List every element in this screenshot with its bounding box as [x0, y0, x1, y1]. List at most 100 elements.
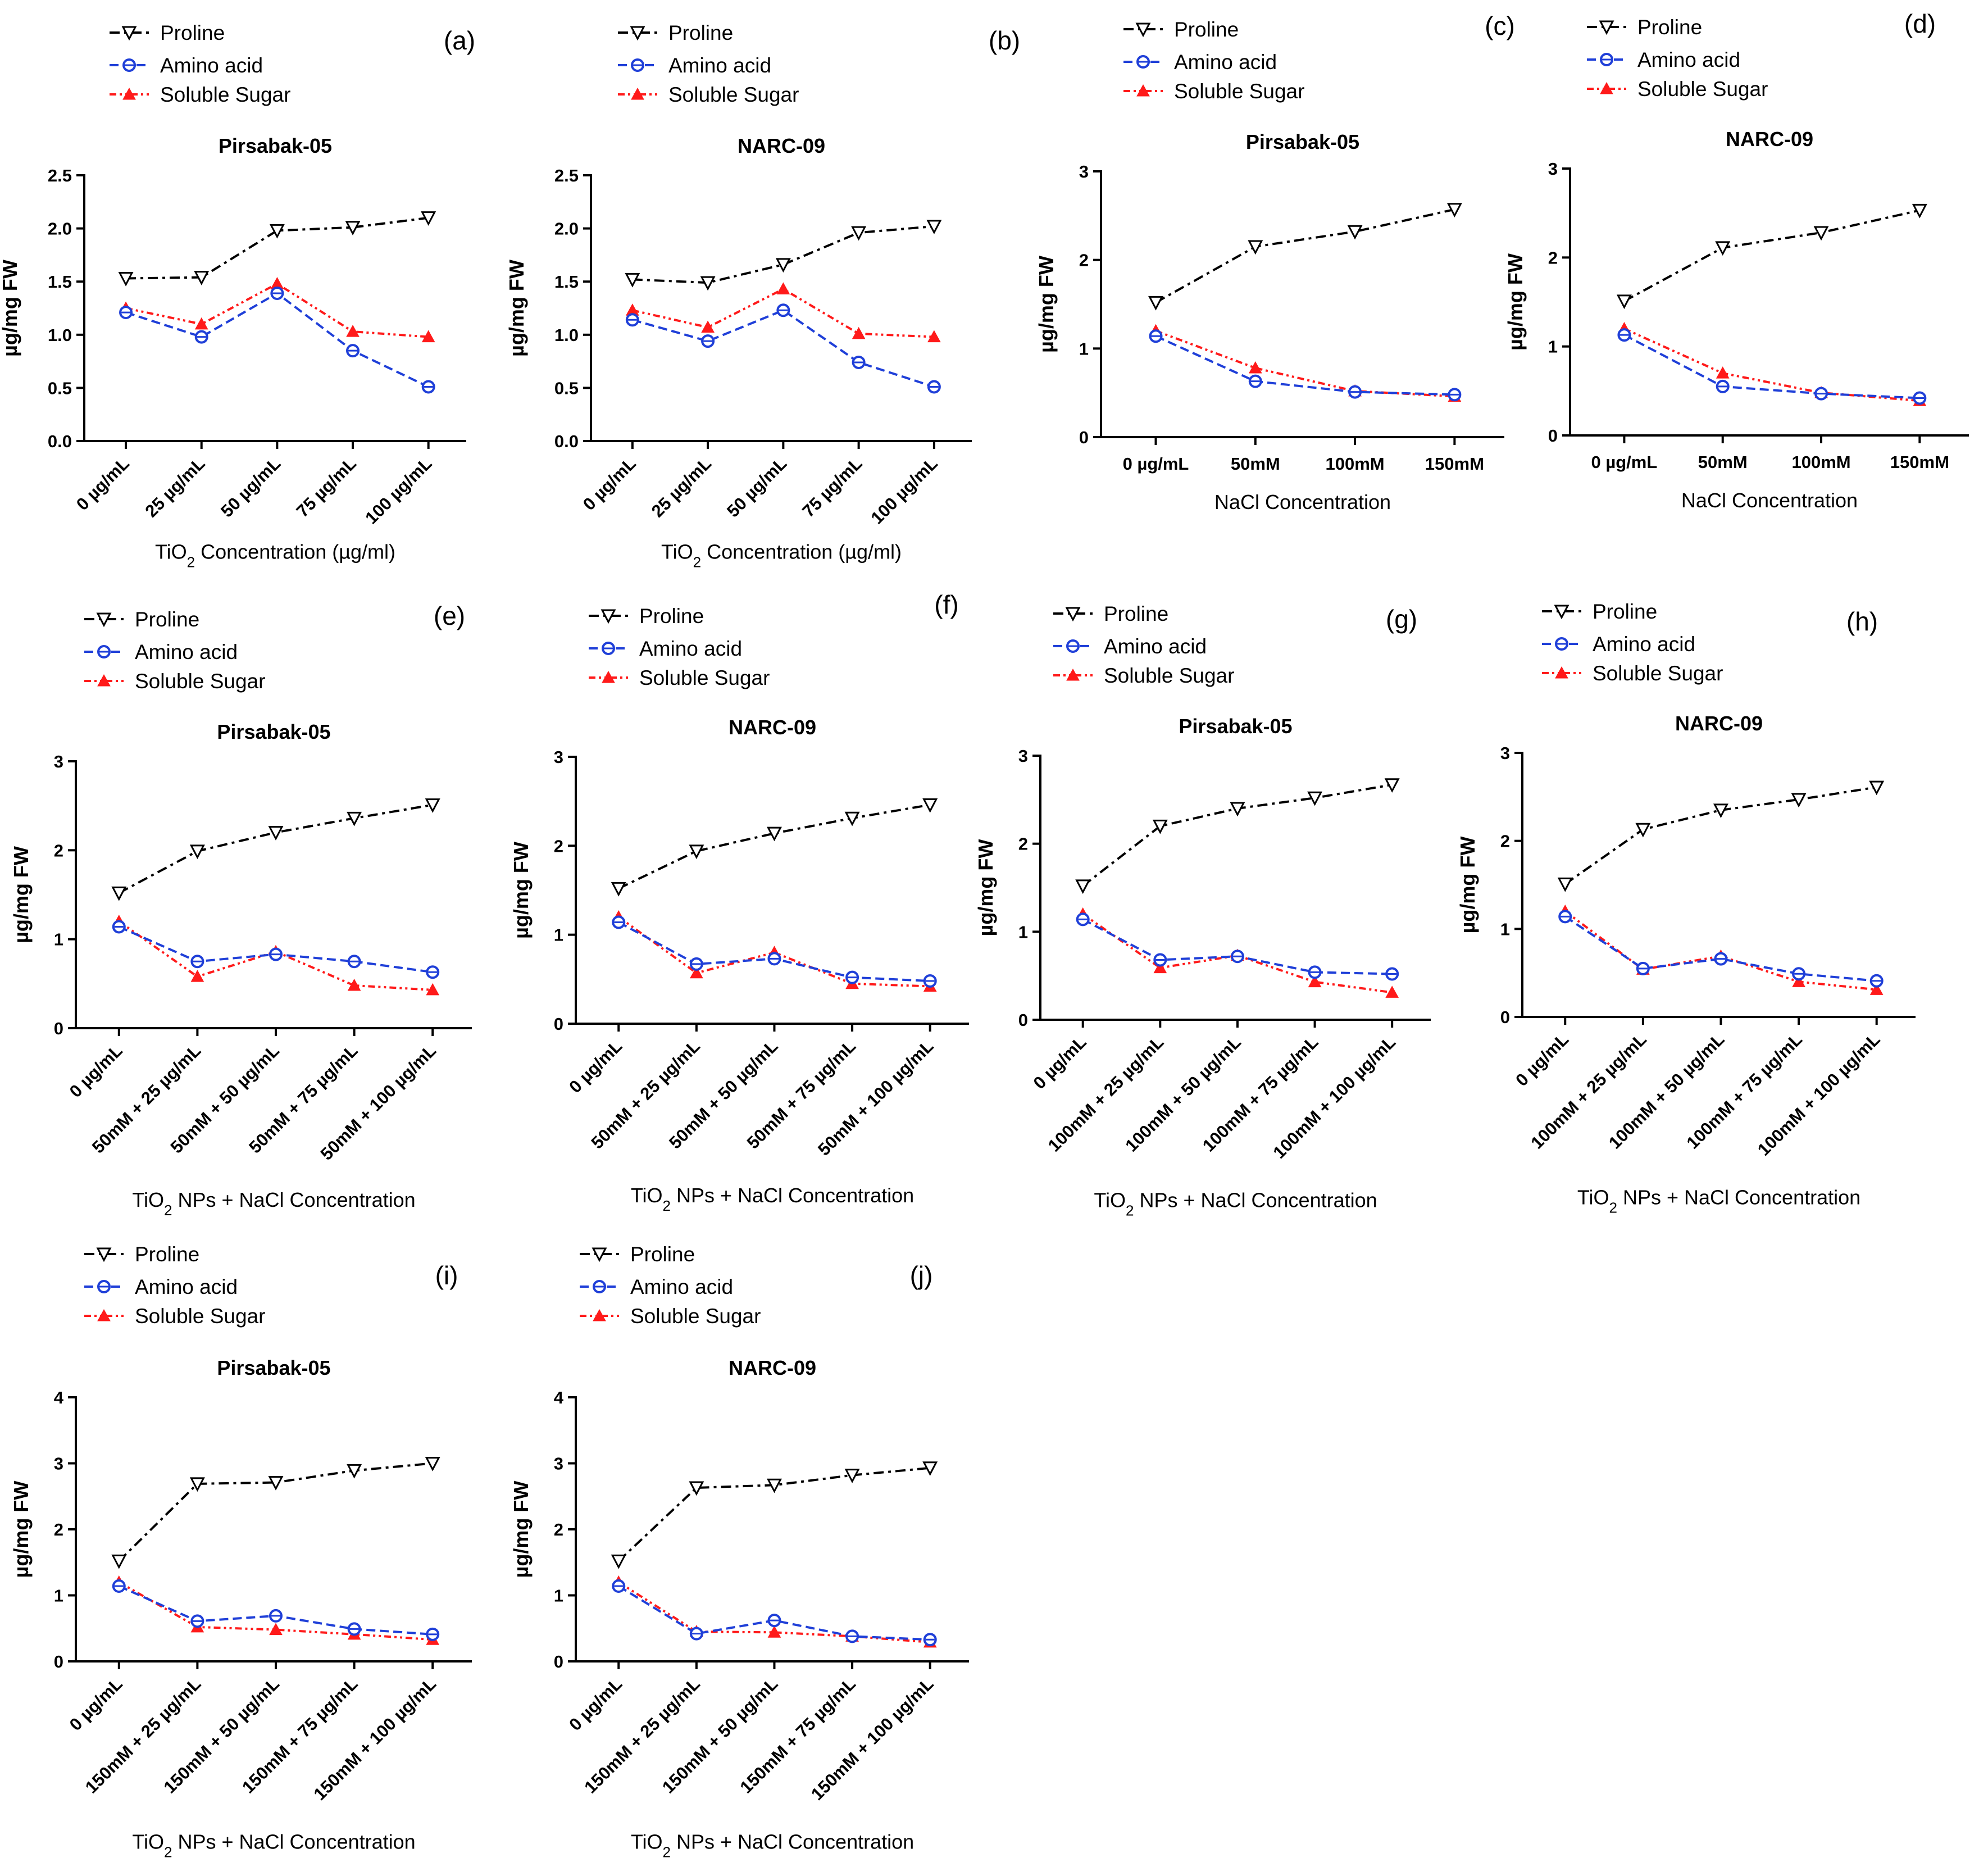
- data-point: [612, 915, 626, 929]
- legend-marker-1: [592, 1247, 607, 1262]
- data-point: [421, 330, 435, 343]
- panel-letter: (a): [444, 26, 475, 55]
- data-point: [1635, 823, 1651, 838]
- series-line-amino-acid: [1082, 918, 1393, 975]
- series-line-proline: [126, 216, 429, 280]
- y-axis-label: µg/mg FW: [505, 260, 528, 357]
- legend-label-2: Amino acid: [1174, 51, 1277, 74]
- x-axis-title: TiO2 NPs + NaCl Concentration: [1577, 1186, 1860, 1216]
- legend-marker-1: [96, 1247, 112, 1262]
- y-tick-label: 3: [54, 752, 63, 771]
- chart-panel-1: Proline Amino acid Soluble Sugar (a) Pirsaba…: [0, 21, 475, 571]
- legend-label-3: Soluble Sugar: [630, 1305, 761, 1328]
- y-tick-label: 2.5: [48, 166, 72, 185]
- panel-letter: (c): [1485, 11, 1515, 40]
- x-tick-label: 25 µg/mL: [648, 453, 715, 521]
- x-tick-label: 0 µg/mL: [579, 453, 640, 514]
- data-point: [1791, 793, 1807, 808]
- panel-letter: (i): [435, 1261, 458, 1290]
- data-point: [1248, 374, 1262, 388]
- data-point: [1248, 240, 1263, 255]
- legend-marker-2: [602, 642, 615, 655]
- legend-label-1: Proline: [1593, 600, 1657, 623]
- legend-label-2: Amino acid: [1593, 633, 1695, 656]
- data-point: [1385, 985, 1399, 998]
- y-tick-label: 0: [1018, 1010, 1028, 1030]
- y-axis-label: µg/mg FW: [10, 1481, 33, 1578]
- legend-label-3: Soluble Sugar: [135, 670, 265, 693]
- legend-marker-3: [631, 87, 644, 100]
- data-point: [119, 306, 133, 320]
- chart-panel-4: Proline Amino acid Soluble Sugar (d) NARC-09…: [1504, 9, 1969, 512]
- chart-panel-8: Proline Amino acid Soluble Sugar (h) NARC-09…: [1456, 600, 1916, 1216]
- series-line-proline: [1564, 786, 1877, 885]
- chart-title: NARC-09: [738, 134, 825, 157]
- legend-marker-3: [1136, 84, 1150, 97]
- panel-letter: (j): [910, 1261, 933, 1290]
- legend-marker-3: [122, 87, 136, 100]
- series-line-soluble-sugar: [125, 282, 429, 338]
- y-tick-label: 2.0: [554, 219, 579, 239]
- panel-letter: (g): [1386, 605, 1417, 634]
- data-point: [923, 1633, 937, 1647]
- y-tick-label: 3: [1500, 743, 1510, 763]
- data-point: [1869, 974, 1884, 988]
- y-tick-label: 1.0: [48, 325, 72, 345]
- legend-label-3: Soluble Sugar: [1174, 80, 1304, 103]
- y-tick-label: 2: [54, 841, 63, 860]
- data-point: [1307, 791, 1323, 806]
- data-point: [347, 1464, 362, 1479]
- y-tick-label: 1: [1079, 339, 1089, 358]
- panel-letter: (e): [434, 601, 465, 630]
- series-line-soluble-sugar: [118, 920, 433, 991]
- legend-marker-3: [97, 674, 111, 687]
- data-point: [767, 952, 781, 966]
- y-tick-label: 2: [1548, 248, 1558, 267]
- data-point: [426, 1627, 440, 1641]
- data-point: [346, 325, 360, 337]
- chart-panel-10: Proline Amino acid Soluble Sugar (j) NARC-09…: [509, 1243, 969, 1861]
- data-point: [347, 811, 362, 826]
- y-tick-label: 0: [54, 1019, 63, 1038]
- data-point: [1792, 967, 1806, 981]
- y-tick-label: 1: [1018, 922, 1028, 942]
- legend-marker-3: [1600, 81, 1613, 94]
- legend-label-2: Amino acid: [1637, 48, 1740, 71]
- data-point: [269, 947, 283, 961]
- data-point: [852, 355, 866, 369]
- data-point: [189, 1477, 205, 1492]
- x-axis-title: TiO2 NPs + NaCl Concentration: [631, 1184, 914, 1214]
- data-point: [268, 826, 284, 841]
- data-point: [845, 1629, 859, 1643]
- legend-marker-1: [121, 26, 137, 41]
- x-tick-label: 0 µg/mL: [66, 1041, 126, 1101]
- panel-letter: (h): [1846, 607, 1878, 636]
- data-point: [775, 258, 791, 273]
- x-tick-label: 50mM: [1231, 454, 1280, 474]
- legend-label-3: Soluble Sugar: [160, 83, 290, 106]
- data-point: [189, 844, 205, 860]
- data-point: [776, 303, 790, 317]
- chart-panel-2: Proline Amino acid Soluble Sugar (b) NARC-09…: [505, 21, 1020, 571]
- data-point: [425, 798, 440, 813]
- x-axis-title: TiO2 NPs + NaCl Concentration: [1094, 1189, 1377, 1219]
- chart-title: Pirsabak-05: [217, 720, 330, 743]
- data-point: [1347, 225, 1363, 240]
- data-point: [611, 1554, 626, 1569]
- x-tick-label: 100mM: [1791, 452, 1850, 472]
- x-tick-label: 50mM: [1698, 452, 1748, 472]
- data-point: [1913, 391, 1927, 405]
- data-point: [347, 978, 361, 991]
- data-point: [776, 282, 790, 294]
- data-point: [112, 920, 126, 934]
- data-point: [767, 1614, 781, 1628]
- chart-title: NARC-09: [1726, 128, 1813, 151]
- panel-letter: (f): [934, 590, 958, 619]
- y-tick-label: 2: [554, 1520, 563, 1539]
- data-point: [426, 965, 440, 979]
- data-point: [1713, 803, 1728, 819]
- legend-label-3: Soluble Sugar: [1637, 78, 1768, 101]
- x-axis-title: TiO2 Concentration (µg/ml): [155, 540, 395, 571]
- data-point: [1149, 329, 1163, 343]
